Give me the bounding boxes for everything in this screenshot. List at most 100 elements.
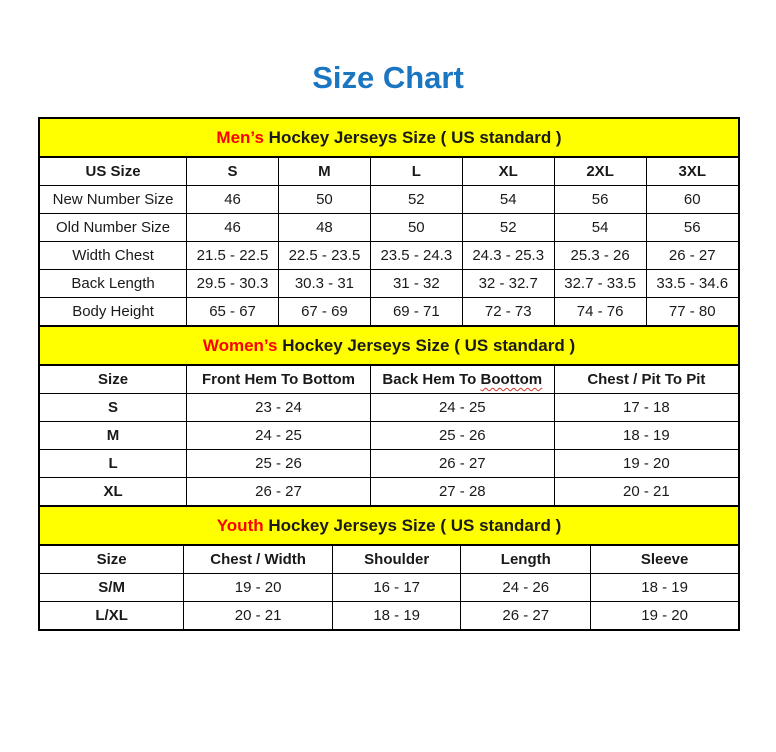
size-value: 60 <box>645 185 738 214</box>
size-value: 46 <box>186 185 279 214</box>
size-value: 48 <box>277 213 371 242</box>
row-label: S <box>40 393 187 422</box>
size-table-youth: Youth Hockey Jerseys Size ( US standard … <box>40 505 738 629</box>
table-row: M 24 - 25 25 - 26 18 - 19 <box>40 421 738 450</box>
page-title: Size Chart <box>312 60 464 95</box>
size-value: 54 <box>461 185 555 214</box>
column-header: Size <box>40 365 187 394</box>
size-value: 69 - 71 <box>369 297 463 325</box>
size-value: 32 - 32.7 <box>461 269 555 298</box>
table-row: S/M 19 - 20 16 - 17 24 - 26 18 - 19 <box>40 573 738 602</box>
size-value: 54 <box>553 213 647 242</box>
tables-container: Men’s Hockey Jerseys Size ( US standard … <box>38 117 740 631</box>
size-value: 26 - 27 <box>645 241 738 270</box>
size-value: 32.7 - 33.5 <box>553 269 647 298</box>
row-label: M <box>40 421 187 450</box>
row-label: Body Height <box>72 303 154 320</box>
column-header: XL <box>461 157 555 186</box>
size-value: 72 - 73 <box>461 297 555 325</box>
mens-section-highlight: Men’s <box>216 127 264 147</box>
table-row: L 25 - 26 26 - 27 19 - 20 <box>40 449 738 478</box>
size-value: 18 - 19 <box>553 421 738 450</box>
column-header: 3XL <box>645 157 738 186</box>
size-value: 30.3 - 31 <box>277 269 371 298</box>
size-value: 52 <box>461 213 555 242</box>
column-header: Sleeve <box>590 545 738 574</box>
table-row: XL 26 - 27 27 - 28 20 - 21 <box>40 477 738 505</box>
size-value: 74 - 76 <box>553 297 647 325</box>
column-header: Length <box>460 545 591 574</box>
size-value: 26 - 27 <box>186 477 371 505</box>
table-row: Body Height 65 - 67 67 - 69 69 - 71 72 - 73 7… <box>40 297 738 325</box>
mens-section-rest: Hockey Jerseys Size ( US standard ) <box>263 127 562 147</box>
womens-section-row: Women’s Hockey Jerseys Size ( US standar… <box>40 325 738 366</box>
mens-section-row: Men’s Hockey Jerseys Size ( US standard … <box>40 119 738 158</box>
row-label: Old Number Size <box>40 213 187 242</box>
youth-section-highlight: Youth <box>216 515 264 535</box>
size-value: 18 - 19 <box>331 601 461 629</box>
size-value: 20 - 21 <box>183 601 333 629</box>
table-row: Width Chest 21.5 - 22.5 22.5 - 23.5 23.5 - … <box>40 241 738 270</box>
size-value: 24 - 25 <box>186 421 371 450</box>
size-value: 19 - 20 <box>183 573 333 602</box>
size-value: 19 - 20 <box>553 449 738 478</box>
size-value: 52 <box>369 185 463 214</box>
column-header: M <box>277 157 371 186</box>
mens-header-row: US Size S M L XL 2XL 3XL <box>40 157 738 186</box>
size-value: 56 <box>645 213 738 242</box>
size-value: 24 - 26 <box>460 573 591 602</box>
youth-header-row: Size Chest / Width Shoulder Length Sleeve <box>40 545 738 574</box>
youth-section-header: Youth Hockey Jerseys Size ( US standard … <box>40 505 738 546</box>
size-value: 22.5 - 23.5 <box>277 241 371 270</box>
size-value: 27 - 28 <box>369 477 555 505</box>
size-value: 67 - 69 <box>277 297 371 325</box>
table-row: Back Length 29.5 - 30.3 30.3 - 31 31 - 32 32… <box>40 269 738 298</box>
size-value: 46 <box>186 213 279 242</box>
column-header: Size <box>40 545 184 574</box>
column-header: Chest / Width <box>183 545 333 574</box>
size-value: 23 - 24 <box>186 393 371 422</box>
size-value: 50 <box>369 213 463 242</box>
column-header: Front Hem To Bottom <box>186 365 371 394</box>
youth-section-row: Youth Hockey Jerseys Size ( US standard … <box>40 505 738 546</box>
size-value: 18 - 19 <box>590 573 738 602</box>
table-row: Old Number Size 46 48 50 52 54 56 <box>40 213 738 242</box>
size-value: 33.5 - 34.6 <box>645 269 738 298</box>
womens-section-header: Women’s Hockey Jerseys Size ( US standar… <box>40 325 738 366</box>
table-row: S 23 - 24 24 - 25 17 - 18 <box>40 393 738 422</box>
row-label: Width Chest <box>40 241 187 270</box>
column-header: US Size <box>40 157 187 186</box>
size-value: 26 - 27 <box>369 449 555 478</box>
row-label: S/M <box>40 573 184 602</box>
size-value: 26 - 27 <box>460 601 591 629</box>
womens-header-row: Size Front Hem To Bottom Back Hem To Boott… <box>40 365 738 394</box>
womens-section-rest: Hockey Jerseys Size ( US standard ) <box>277 335 576 355</box>
column-header: Shoulder <box>331 545 461 574</box>
size-value: 25 - 26 <box>369 421 555 450</box>
size-value: 31 - 32 <box>369 269 463 298</box>
row-label: L <box>40 449 187 478</box>
size-value: 16 - 17 <box>331 573 461 602</box>
size-value: 24 - 25 <box>369 393 555 422</box>
table-row: L/XL 20 - 21 18 - 19 26 - 27 19 - 20 <box>40 601 738 629</box>
size-value: 20 - 21 <box>553 477 738 505</box>
size-value: 25 - 26 <box>186 449 371 478</box>
size-value: 56 <box>553 185 647 214</box>
size-value: 65 - 67 <box>186 297 279 325</box>
size-value: 77 - 80 <box>645 297 738 325</box>
mens-section-header: Men’s Hockey Jerseys Size ( US standard … <box>40 119 738 158</box>
size-value: 17 - 18 <box>553 393 738 422</box>
row-label: New Number Size <box>40 185 187 214</box>
size-value: 19 - 20 <box>590 601 738 629</box>
column-header: L <box>369 157 463 186</box>
column-header: Chest / Pit To Pit <box>553 365 738 394</box>
size-value: 29.5 - 30.3 <box>186 269 279 298</box>
size-table-mens: Men’s Hockey Jerseys Size ( US standard … <box>40 119 738 325</box>
column-header: 2XL <box>553 157 647 186</box>
row-label: Back Length <box>40 269 187 298</box>
column-header: S <box>186 157 279 186</box>
size-value: 21.5 - 22.5 <box>186 241 279 270</box>
table-row: New Number Size 46 50 52 54 56 60 <box>40 185 738 214</box>
size-value: 24.3 - 25.3 <box>461 241 555 270</box>
size-value: 50 <box>277 185 371 214</box>
